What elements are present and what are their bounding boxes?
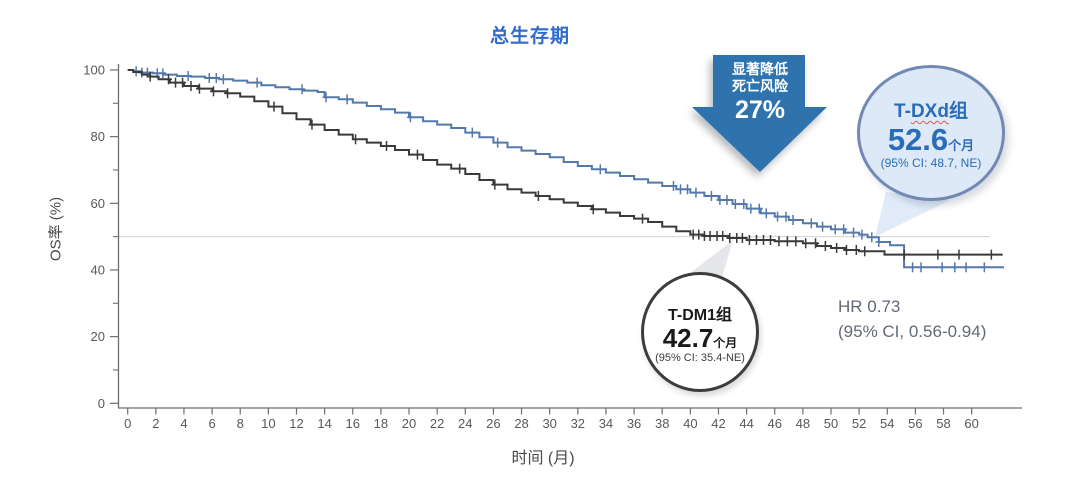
x-tick-label: 20 <box>402 416 416 431</box>
x-tick-label: 60 <box>964 416 978 431</box>
x-tick-label: 46 <box>768 416 782 431</box>
tdxd-label-suffix: 组 <box>948 101 968 122</box>
tdxd-median-unit: 个月 <box>948 138 975 153</box>
tdxd-callout-wedge <box>875 192 950 237</box>
tdxd-label-mid: DXd <box>910 101 949 122</box>
risk-reduction-value: 27% <box>734 96 786 124</box>
x-tick-label: 36 <box>627 416 641 431</box>
x-tick-label: 26 <box>486 416 500 431</box>
tdm1-median-badge: T-DM1组 42.7 个月 (95% CI: 35.4-NE) <box>641 272 759 392</box>
y-tick-label: 60 <box>91 196 105 211</box>
y-tick-label: 80 <box>91 129 105 144</box>
risk-reduction-line2: 死亡风险 <box>732 78 788 94</box>
x-tick-label: 4 <box>180 416 187 431</box>
tdxd-label-prefix: T- <box>894 101 911 122</box>
risk-reduction-arrow <box>692 55 827 172</box>
tdm1-median-value: 42.7 <box>662 322 714 353</box>
y-tick-label: 100 <box>83 62 105 77</box>
x-tick-label: 38 <box>655 416 669 431</box>
x-tick-label: 0 <box>124 416 131 431</box>
tdm1-median-value-row: 42.7 个月 <box>663 325 738 351</box>
x-tick-label: 12 <box>289 416 303 431</box>
tdxd-median-badge: T-DXd组 52.6 个月 (95% CI: 48.7, NE) <box>857 65 1005 201</box>
x-tick-label: 16 <box>346 416 360 431</box>
x-tick-label: 10 <box>261 416 275 431</box>
x-tick-label: 30 <box>542 416 556 431</box>
x-tick-label: 2 <box>152 416 159 431</box>
tdm1-badge-label: T-DM1组 <box>667 306 732 324</box>
tdm1-median-unit: 个月 <box>713 335 738 350</box>
x-tick-label: 24 <box>458 416 472 431</box>
risk-reduction-annotation: 显著降低 死亡风险 27% <box>706 61 814 125</box>
tdxd-badge-label: T-DXd组 <box>894 96 968 123</box>
risk-reduction-line1: 显著降低 <box>732 61 788 77</box>
hr-value: HR 0.73 <box>838 297 901 316</box>
x-tick-label: 44 <box>739 416 753 431</box>
x-tick-label: 48 <box>796 416 810 431</box>
tdm1-survival-curve <box>127 69 1003 256</box>
y-tick-label: 40 <box>91 262 105 277</box>
x-tick-label: 50 <box>824 416 838 431</box>
x-axis-label: 时间 (月) <box>511 450 575 467</box>
y-tick-label: 20 <box>91 329 105 344</box>
x-tick-label: 8 <box>237 416 244 431</box>
x-tick-label: 18 <box>374 416 388 431</box>
x-tick-label: 42 <box>711 416 725 431</box>
tdxd-median-value-row: 52.6 个月 <box>888 124 974 155</box>
x-tick-label: 14 <box>317 416 331 431</box>
tdxd-median-value: 52.6 <box>887 122 949 157</box>
x-tick-label: 40 <box>683 416 697 431</box>
tdxd-median-ci: (95% CI: 48.7, NE) <box>880 156 982 170</box>
x-tick-label: 32 <box>571 416 585 431</box>
tdm1-median-ci: (95% CI: 35.4-NE) <box>655 351 745 364</box>
y-tick-label: 0 <box>98 396 105 411</box>
x-tick-label: 58 <box>936 416 950 431</box>
x-tick-label: 6 <box>208 416 215 431</box>
y-axis-label: OS率 (%) <box>47 196 65 262</box>
chart-title: 总生存期 <box>489 26 570 47</box>
tdxd-survival-curve <box>127 69 1004 269</box>
x-tick-label: 28 <box>514 416 528 431</box>
x-tick-label: 52 <box>852 416 866 431</box>
x-tick-label: 56 <box>908 416 922 431</box>
hazard-ratio-annotation: HR 0.73 (95% CI, 0.56-0.94) <box>838 294 986 344</box>
x-tick-label: 54 <box>880 416 894 431</box>
x-tick-label: 34 <box>599 416 613 431</box>
x-tick-label: 22 <box>430 416 444 431</box>
hr-ci: (95% CI, 0.56-0.94) <box>838 322 987 341</box>
